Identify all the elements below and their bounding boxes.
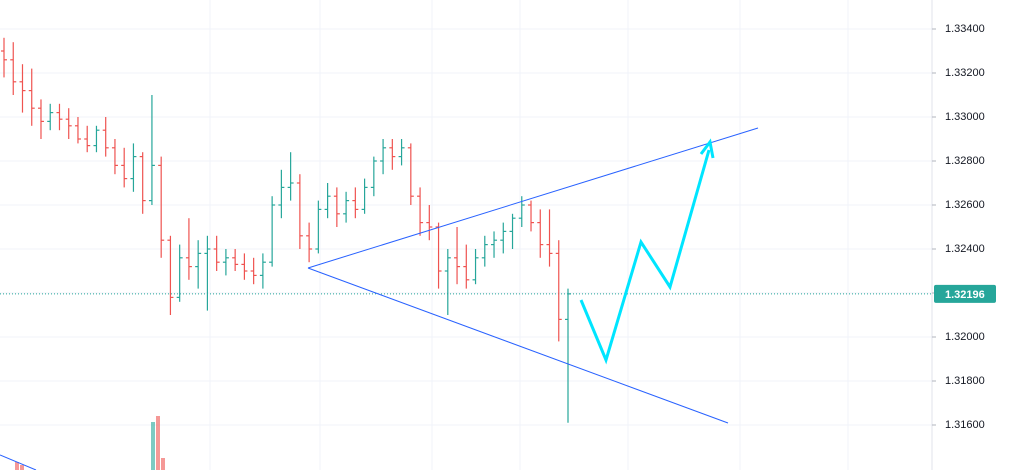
volume — [15, 416, 165, 470]
y-tick-label: 1.33000 — [945, 111, 985, 123]
volume-bar — [156, 416, 160, 470]
projection-arrowhead — [699, 138, 715, 159]
trend-line — [0, 454, 37, 470]
volume-bar — [151, 422, 155, 470]
drawings — [0, 127, 759, 470]
y-tick-label: 1.33200 — [945, 67, 985, 79]
volume-bar — [161, 458, 165, 470]
y-tick-label: 1.31800 — [945, 375, 985, 387]
price-axis: 1.33400 1.33200 1.33000 1.32800 1.32600 1.324… — [932, 23, 996, 431]
last-price-label: 1.32196 — [945, 289, 985, 301]
y-tick-label: 1.32000 — [945, 331, 985, 343]
volume-bar — [15, 462, 19, 470]
y-tick-label: 1.32800 — [945, 155, 985, 167]
volume-bar — [20, 465, 24, 470]
y-tick-label: 1.32400 — [945, 243, 985, 255]
last-price-box — [934, 284, 996, 303]
trend-line — [307, 267, 729, 424]
vertical-grid — [209, 0, 849, 470]
y-tick-label: 1.33400 — [945, 23, 985, 35]
projection-path — [579, 149, 711, 365]
price-bars — [1, 37, 571, 423]
trend-line — [307, 127, 759, 269]
y-tick-label: 1.32600 — [945, 199, 985, 211]
y-tick-label: 1.31600 — [945, 419, 985, 431]
